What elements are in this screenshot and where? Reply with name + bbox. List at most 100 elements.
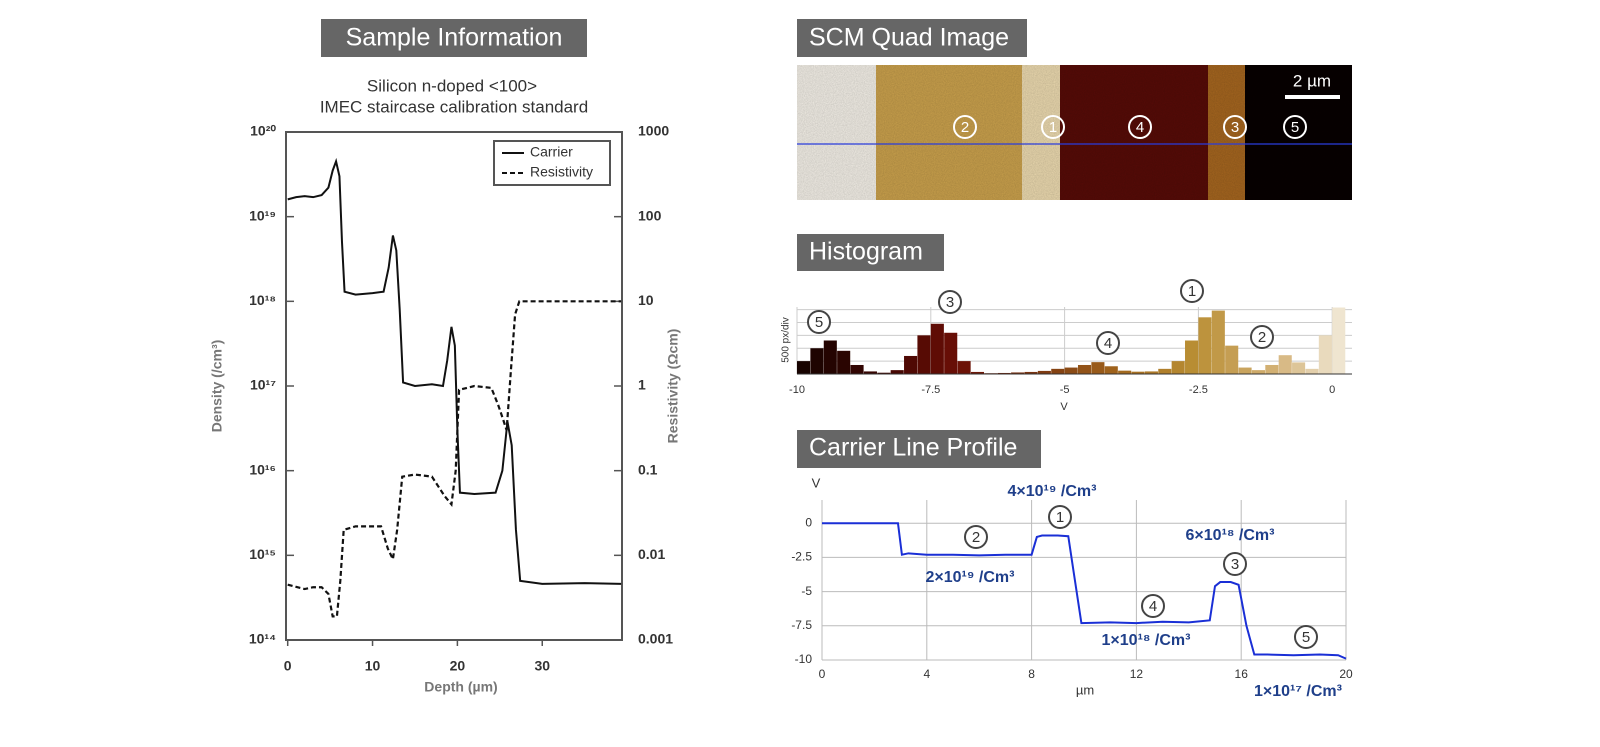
y-tick-label: 10¹⁶ xyxy=(249,461,276,477)
x-tick-label: 0 xyxy=(1329,384,1335,396)
chart-subtitle: IMEC staircase calibration standard xyxy=(320,97,588,116)
marker-label: 3 xyxy=(946,294,954,311)
x-tick-label: 12 xyxy=(1130,667,1144,681)
marker-circle xyxy=(1048,505,1072,529)
histogram-bar xyxy=(1144,371,1158,374)
histogram-bar xyxy=(1064,367,1078,374)
histogram-bar xyxy=(970,371,985,374)
heading-box xyxy=(321,19,587,57)
histogram-bar xyxy=(1318,335,1332,374)
annotation: 1×10¹⁸ /Cm³ xyxy=(1102,632,1191,649)
histogram-bar xyxy=(1198,317,1212,374)
marker-circle xyxy=(1096,331,1120,355)
marker-circle xyxy=(1180,279,1204,303)
marker-circle xyxy=(1141,594,1165,618)
histogram-bar xyxy=(1332,307,1346,374)
marker-label: 5 xyxy=(1302,629,1310,646)
marker-circle xyxy=(1223,552,1247,576)
histogram-bar xyxy=(1171,361,1185,374)
data-line xyxy=(822,522,1347,660)
y-tick-label: 10²⁰ xyxy=(250,123,276,139)
y-tick-label: 10¹⁸ xyxy=(249,292,276,308)
marker-label: 3 xyxy=(1231,119,1239,136)
marker-circle xyxy=(1250,325,1274,349)
histogram-bar xyxy=(890,370,904,374)
x-tick-label: -7.5 xyxy=(921,384,940,396)
annotation: 2×10¹⁹ /Cm³ xyxy=(926,569,1015,586)
y-tick-label: 10¹⁴ xyxy=(249,631,276,647)
plot-frame xyxy=(285,131,623,641)
marker-circle xyxy=(1283,115,1307,139)
marker-label: 2 xyxy=(961,119,969,136)
histogram-bar xyxy=(1011,372,1025,374)
marker-circle xyxy=(938,290,962,314)
legend-label: Carrier xyxy=(530,144,573,160)
histogram-bar xyxy=(917,335,931,374)
x-tick-label: 16 xyxy=(1235,667,1249,681)
marker-circle xyxy=(953,115,977,139)
histogram-bar xyxy=(1077,364,1092,374)
histogram-bar xyxy=(1251,370,1265,374)
histogram-bar xyxy=(1024,371,1038,374)
histogram-bar xyxy=(1211,310,1225,374)
x-tick-label: 8 xyxy=(1028,667,1035,681)
y-tick-label: -10 xyxy=(795,652,813,666)
y2-tick-label: 1 xyxy=(638,377,646,393)
histogram-bar xyxy=(1037,370,1051,374)
marker-label: 5 xyxy=(815,314,823,331)
y-axis-label: 500 px/div xyxy=(781,317,792,363)
histogram-bar xyxy=(1158,368,1172,374)
y-tick-label: 0 xyxy=(805,515,812,529)
y-axis-label: V xyxy=(812,475,821,490)
histogram-bar xyxy=(997,372,1011,374)
legend-box xyxy=(493,140,611,186)
image-noise xyxy=(797,65,1352,200)
x-tick-label: 0 xyxy=(819,667,826,681)
scm-image: 2 µm xyxy=(797,65,1352,200)
x-tick-label: -5 xyxy=(1060,384,1070,396)
x-tick-label: 4 xyxy=(923,667,930,681)
heading: SCM Quad Image xyxy=(809,24,1009,52)
heading-box xyxy=(797,430,1041,468)
histogram-bar xyxy=(837,350,851,374)
y-tick-label: 10¹⁹ xyxy=(249,207,276,223)
histogram-bar xyxy=(823,340,837,374)
histogram-bar xyxy=(850,364,864,374)
x-axis-label: V xyxy=(1060,401,1068,413)
y2-tick-label: 1000 xyxy=(638,123,669,139)
y-tick-label: 10¹⁵ xyxy=(249,546,276,562)
histogram-bar xyxy=(877,372,891,374)
heading-box xyxy=(797,19,1027,57)
marker-circle xyxy=(1041,115,1065,139)
marker-circle xyxy=(964,525,988,549)
legend-label: Resistivity xyxy=(530,164,593,180)
x-tick-label: 10 xyxy=(365,658,381,674)
y-axis-label: Density (/cm³) xyxy=(209,340,225,433)
marker-circle xyxy=(1223,115,1247,139)
histogram-bar xyxy=(810,348,824,374)
histogram-bar xyxy=(1118,370,1132,374)
histogram-bar xyxy=(1265,364,1279,374)
y2-axis-label: Resistivity (Ωcm) xyxy=(665,329,681,444)
annotation: 1×10¹⁷ /Cm³ xyxy=(1254,683,1342,700)
marker-label: 5 xyxy=(1291,119,1299,136)
y2-tick-label: 100 xyxy=(638,207,662,223)
marker-label: 4 xyxy=(1104,335,1112,352)
x-tick-label: 20 xyxy=(450,658,466,674)
heading: Carrier Line Profile xyxy=(809,434,1017,462)
histogram-bar xyxy=(1131,371,1145,374)
histogram-bar xyxy=(1104,366,1118,374)
chart-title: Silicon n-doped <100> xyxy=(367,76,537,95)
histogram-bar xyxy=(1305,368,1319,374)
histogram-bar xyxy=(1051,368,1065,374)
marker-label: 2 xyxy=(1258,329,1266,346)
data-line xyxy=(287,300,622,618)
marker-circle xyxy=(807,310,831,334)
data-line xyxy=(287,157,622,585)
x-tick-label: -2.5 xyxy=(1189,384,1208,396)
scale-bar-label: 2 µm xyxy=(1293,71,1331,90)
x-tick-label: -10 xyxy=(789,384,805,396)
marker-label: 4 xyxy=(1149,598,1157,615)
x-axis-label: Depth (µm) xyxy=(424,679,497,695)
